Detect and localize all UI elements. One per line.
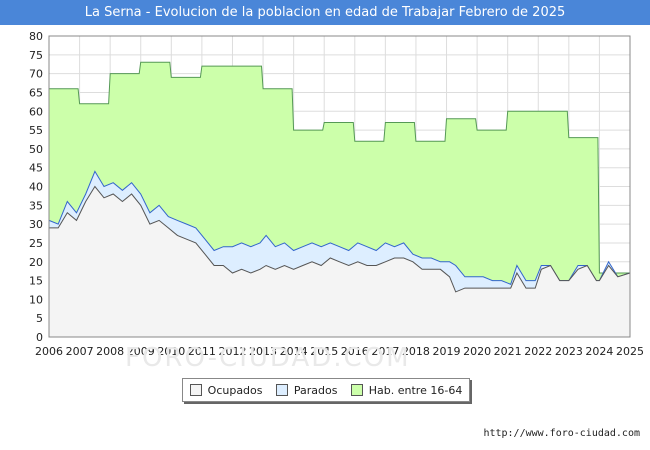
x-tick-label-2014: 2014 — [280, 345, 308, 358]
y-tick-label-25: 25 — [29, 237, 43, 250]
area-ocupados — [49, 186, 630, 337]
y-tick-label-30: 30 — [29, 218, 43, 231]
x-tick-label-2013: 2013 — [249, 345, 277, 358]
y-tick-label-40: 40 — [29, 181, 43, 194]
y-tick-label-0: 0 — [36, 331, 43, 344]
legend-item-parados: Parados — [275, 383, 338, 397]
x-tick-label-2015: 2015 — [310, 345, 338, 358]
x-tick-label-2009: 2009 — [127, 345, 155, 358]
axes — [48, 35, 631, 338]
y-tick-label-60: 60 — [29, 105, 43, 118]
legend-swatch-ocupados — [189, 384, 202, 396]
x-tick-label-2022: 2022 — [524, 345, 552, 358]
y-tick-label-75: 75 — [29, 49, 43, 62]
y-tick-label-15: 15 — [29, 275, 43, 288]
y-tick-label-10: 10 — [29, 293, 43, 306]
y-tick-label-55: 55 — [29, 124, 43, 137]
source-url[interactable]: http://www.foro-ciudad.com — [483, 428, 640, 439]
x-tick-label-2020: 2020 — [463, 345, 491, 358]
y-tick-label-35: 35 — [29, 199, 43, 212]
x-tick-label-2023: 2023 — [555, 345, 583, 358]
x-tick-label-2008: 2008 — [96, 345, 124, 358]
x-tick-label-2025: 2025 — [616, 345, 644, 358]
x-tick-label-2024: 2024 — [585, 345, 613, 358]
x-tick-label-2019: 2019 — [433, 345, 461, 358]
y-tick-label-5: 5 — [36, 312, 43, 325]
legend-label-ocupados: Ocupados — [207, 383, 263, 397]
x-tick-label-2017: 2017 — [371, 345, 399, 358]
y-tick-label-50: 50 — [29, 143, 43, 156]
series-areas — [48, 61, 631, 338]
legend-label-hab: Hab. entre 16-64 — [368, 383, 463, 397]
y-tick-label-80: 80 — [29, 30, 43, 43]
x-tick-label-2012: 2012 — [218, 345, 246, 358]
x-tick-label-2007: 2007 — [66, 345, 94, 358]
line-ocupados — [49, 185, 631, 293]
line-hab-entre-16-64 — [49, 61, 630, 274]
x-tick-label-2016: 2016 — [341, 345, 369, 358]
y-tick-label-45: 45 — [29, 162, 43, 175]
y-tick-label-20: 20 — [29, 256, 43, 269]
line-parados — [48, 170, 631, 285]
y-tick-label-65: 65 — [29, 86, 43, 99]
legend-item-ocupados: Ocupados — [189, 383, 263, 397]
y-tick-label-70: 70 — [29, 68, 43, 81]
legend-label-parados: Parados — [293, 383, 338, 397]
x-tick-label-2011: 2011 — [188, 345, 216, 358]
legend-swatch-hab — [350, 384, 363, 396]
x-tick-label-2010: 2010 — [157, 345, 185, 358]
legend-swatch-parados — [275, 384, 288, 396]
x-tick-label-2018: 2018 — [402, 345, 430, 358]
x-tick-label-2006: 2006 — [35, 345, 63, 358]
x-tick-label-2021: 2021 — [494, 345, 522, 358]
legend-item-hab: Hab. entre 16-64 — [350, 383, 463, 397]
plot-border — [48, 35, 631, 338]
watermark: FORO-CIUDAD.COM — [125, 343, 411, 373]
chart-title: La Serna - Evolucion de la poblacion en … — [0, 0, 650, 25]
legend: Ocupados Parados Hab. entre 16-64 — [182, 378, 470, 402]
